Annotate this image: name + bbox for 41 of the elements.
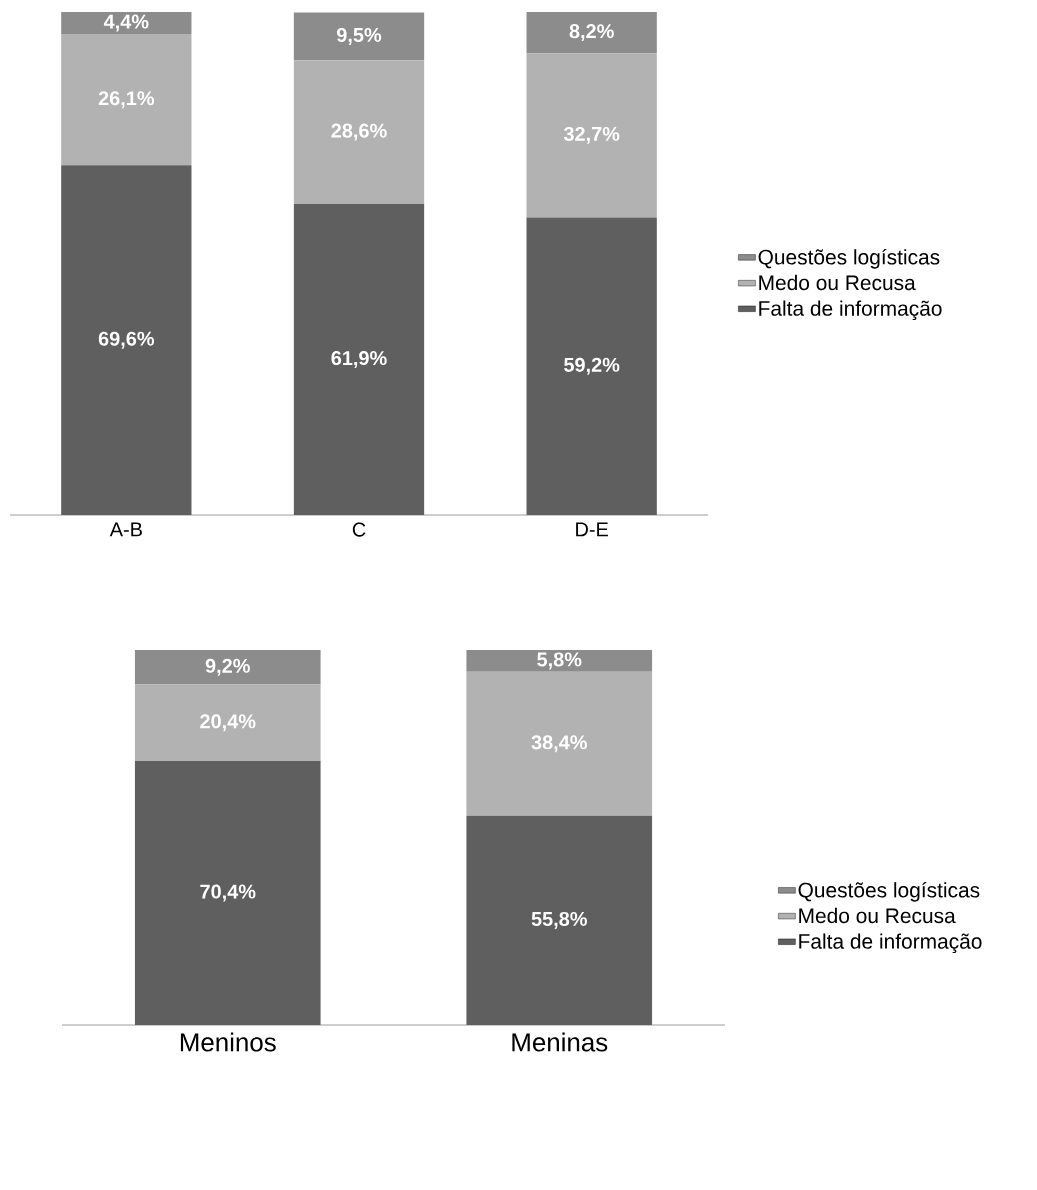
bar <box>134 761 321 1026</box>
data-label: 69,6% <box>98 331 155 349</box>
bar <box>526 53 657 218</box>
bar <box>61 34 192 166</box>
data-label: 9,5% <box>336 27 382 45</box>
data-label: 59,2% <box>564 357 620 375</box>
legend-label: Questões logísticas <box>758 248 940 269</box>
bar <box>61 165 192 516</box>
data-label: 28,6% <box>331 123 387 141</box>
x-tick-label: C <box>352 522 366 537</box>
legend-label: Medo ou Recusa <box>799 907 956 924</box>
bar <box>293 12 425 61</box>
bar <box>526 12 657 54</box>
x-tick-label: Meninas <box>512 1032 608 1052</box>
x-tick-label: Meninos <box>180 1032 276 1052</box>
data-label: 55,8% <box>531 911 587 929</box>
bar <box>466 815 653 1026</box>
x-tick-label: D-E <box>576 522 608 537</box>
legend-label: Medo ou Recusa <box>759 274 916 291</box>
data-label: 38,4% <box>531 735 587 753</box>
data-label: 32,7% <box>563 126 620 144</box>
bar <box>61 12 192 35</box>
bar <box>134 650 321 685</box>
bar <box>466 671 653 816</box>
bar <box>134 684 321 762</box>
x-tick-label: A-B <box>109 522 142 537</box>
bar <box>526 217 657 516</box>
bar <box>293 60 425 204</box>
data-label: 8,2% <box>569 24 614 42</box>
data-label: 61,9% <box>331 351 387 368</box>
legend-label: Falta de informação <box>759 300 942 321</box>
legend-label: Falta de informação <box>799 933 982 954</box>
data-label: 4,4% <box>103 14 149 32</box>
bar <box>466 650 653 672</box>
data-label: 5,8% <box>537 652 582 670</box>
data-label: 20,4% <box>200 714 256 732</box>
legend-label: Questões logísticas <box>798 881 980 902</box>
data-label: 70,4% <box>200 884 256 902</box>
data-label: 9,2% <box>205 658 250 676</box>
data-label: 26,1% <box>98 91 155 109</box>
bar <box>293 203 425 516</box>
